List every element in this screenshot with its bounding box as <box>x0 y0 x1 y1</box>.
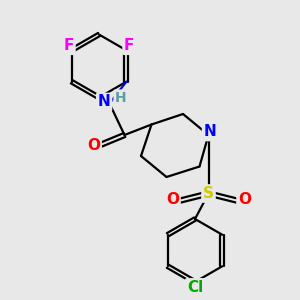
Text: N: N <box>98 94 110 110</box>
Text: O: O <box>166 192 179 207</box>
Text: O: O <box>238 192 251 207</box>
Text: Cl: Cl <box>187 280 203 295</box>
Text: F: F <box>124 38 134 53</box>
Text: N: N <box>204 124 216 140</box>
Text: F: F <box>64 38 74 53</box>
Text: H: H <box>115 91 127 105</box>
Text: S: S <box>203 186 214 201</box>
Text: O: O <box>87 138 100 153</box>
